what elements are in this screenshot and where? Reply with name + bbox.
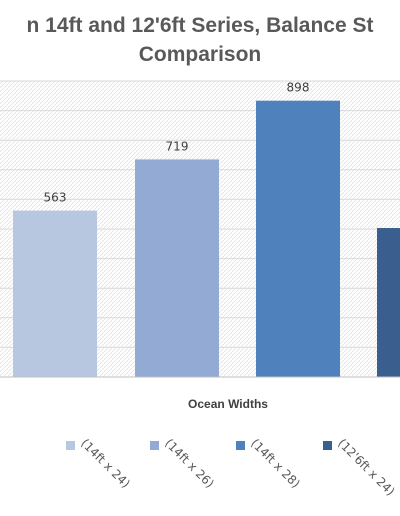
legend-swatch <box>66 441 75 450</box>
data-label: 719 <box>166 139 189 153</box>
legend-swatch <box>323 441 332 450</box>
bar <box>377 228 400 377</box>
chart-title-line-1: n 14ft and 12'6ft Series, Balance St <box>26 14 374 37</box>
legend-swatch <box>236 441 245 450</box>
legend-swatch <box>150 441 159 450</box>
bars <box>13 100 400 377</box>
bar <box>256 100 340 377</box>
data-labels: 563 719 898 <box>44 81 310 205</box>
x-axis-label: Ocean Widths <box>188 397 268 411</box>
bar <box>135 159 219 377</box>
chart-title-line-2: Comparison <box>138 43 262 66</box>
data-label: 563 <box>44 191 67 205</box>
bar <box>13 210 97 377</box>
data-label: 898 <box>287 81 310 95</box>
